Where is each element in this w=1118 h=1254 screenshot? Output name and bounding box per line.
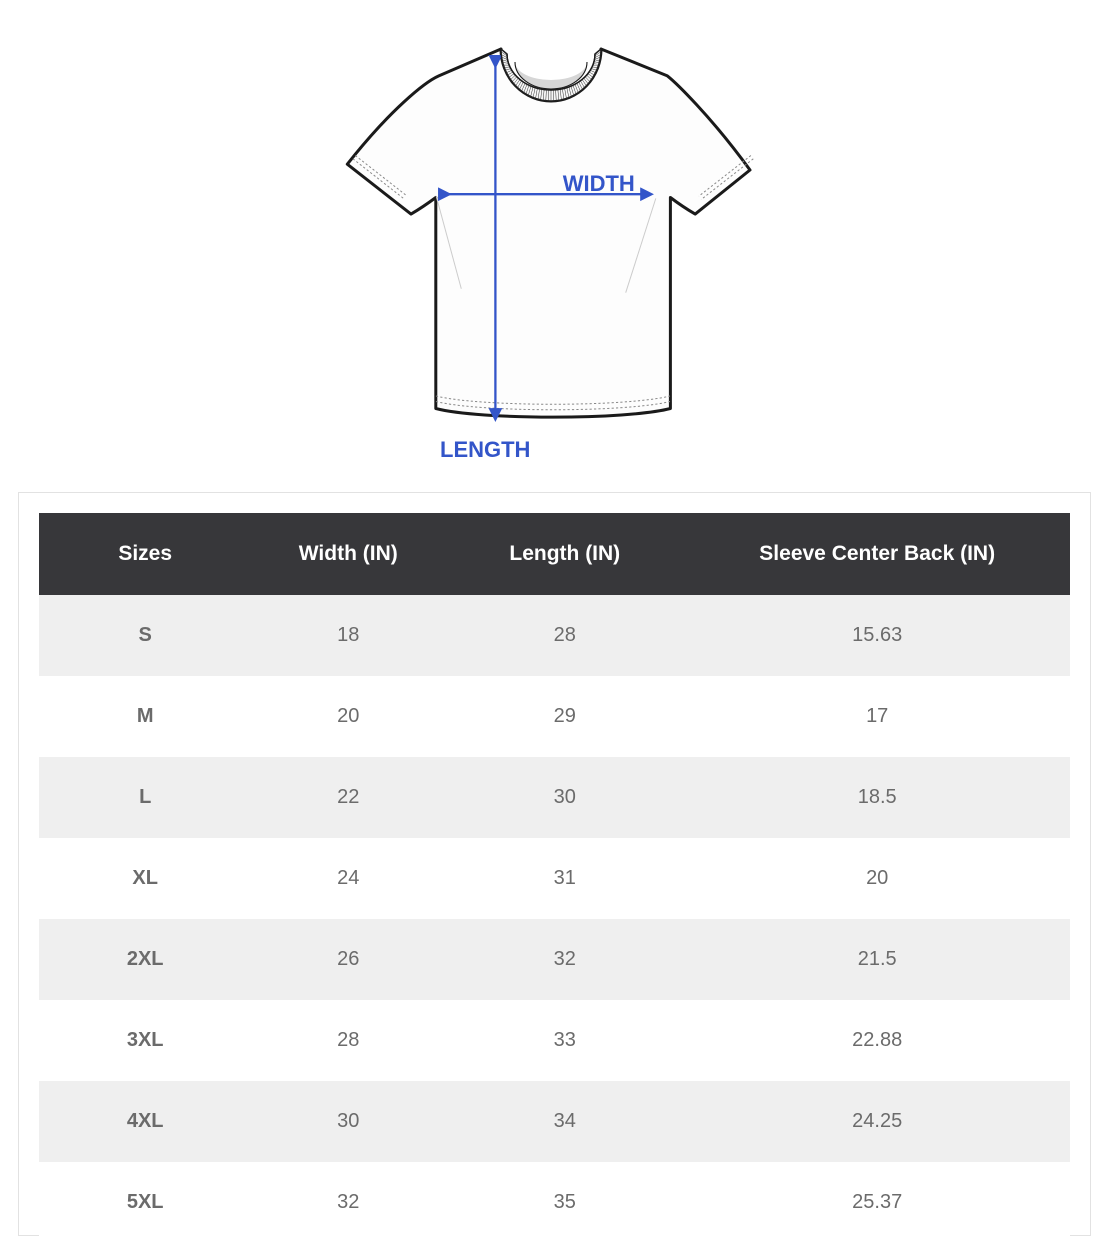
svg-text:WIDTH: WIDTH <box>563 171 635 196</box>
svg-text:LENGTH: LENGTH <box>440 437 530 462</box>
